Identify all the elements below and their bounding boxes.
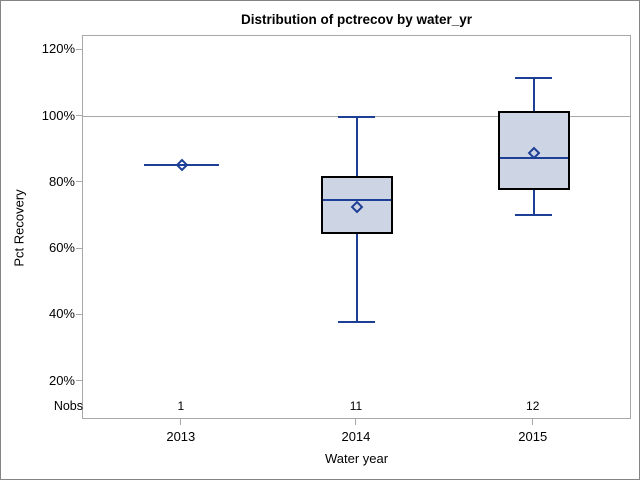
y-axis-tick-label: 120% [41, 41, 75, 57]
iqr-box [497, 110, 570, 191]
upper-whisker-cap [515, 76, 553, 79]
upper-whisker-cap [338, 115, 376, 118]
single-value-line [144, 163, 220, 166]
x-axis-tick-label: 2013 [166, 429, 196, 444]
upper-whisker-line [355, 116, 358, 177]
y-axis-tick [76, 48, 82, 50]
lower-whisker-cap [338, 320, 376, 323]
y-axis-tick-label: 60% [48, 240, 75, 256]
nobs-value: 12 [526, 399, 540, 413]
y-axis-tick [76, 181, 82, 183]
y-axis-title-text: Pct Recovery [11, 189, 27, 267]
y-axis-tick [76, 380, 82, 382]
y-axis-tick-label: 40% [48, 306, 75, 322]
median-line [322, 199, 391, 202]
mean-diamond-marker [175, 158, 189, 172]
upper-whisker-line [532, 77, 535, 111]
lower-whisker-line [532, 190, 535, 215]
lower-whisker-cap [515, 213, 553, 216]
x-axis-tick-label: 2014 [341, 429, 371, 444]
nobs-row-label: Nobs [53, 399, 83, 413]
iqr-box [320, 176, 393, 235]
lower-whisker-line [355, 234, 358, 322]
y-axis-tick-label: 80% [48, 173, 75, 189]
y-axis-tick-label: 20% [48, 372, 75, 388]
y-axis-tick [76, 313, 82, 315]
x-axis-title: Water year [324, 451, 389, 466]
x-axis-tick-label: 2015 [518, 429, 548, 444]
median-line [499, 156, 568, 159]
plot-area [82, 35, 631, 419]
x-axis-tick [532, 419, 534, 425]
nobs-value: 11 [349, 399, 363, 413]
y-axis-tick-label: 100% [41, 107, 75, 123]
x-axis-tick [355, 419, 357, 425]
x-axis-tick [180, 419, 182, 425]
y-axis-tick [76, 247, 82, 249]
nobs-value: 1 [177, 399, 185, 413]
y-axis-tick [76, 115, 82, 116]
chart-title: Distribution of pctrecov by water_yr [240, 12, 473, 27]
